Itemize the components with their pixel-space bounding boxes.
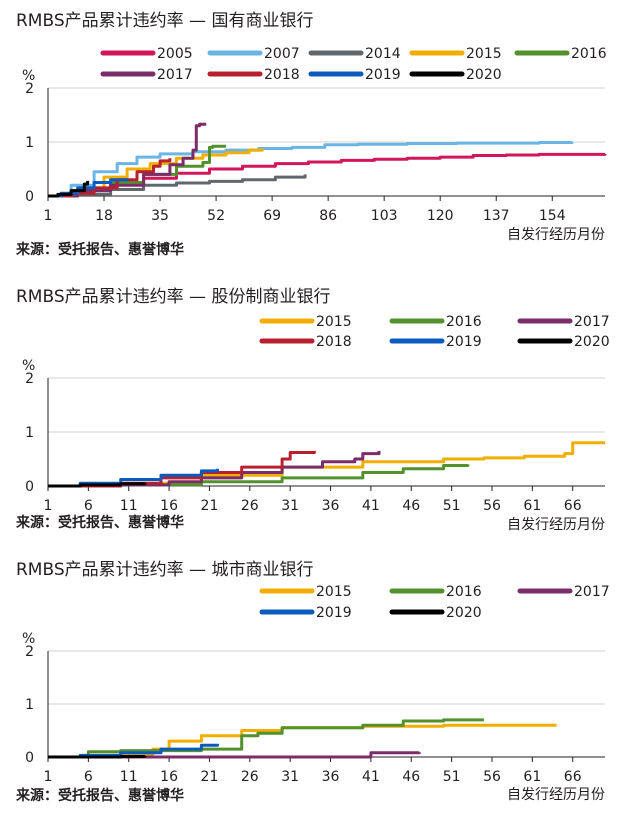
legend-label-2007: 2007 — [264, 46, 300, 62]
y-tick-label: 2 — [25, 371, 34, 387]
chart-title: RMBS产品累计违约率 — 股份制商业银行 — [16, 287, 331, 307]
x-tick-label: 21 — [201, 769, 219, 785]
series-line-2020 — [48, 482, 147, 488]
x-tick-label: 1 — [44, 769, 53, 785]
chart-source: 来源：受托报告、惠誉博华 — [16, 242, 184, 258]
legend-label-2018: 2018 — [264, 67, 300, 83]
legend-label-2020: 2020 — [466, 67, 502, 83]
x-tick-label: 52 — [207, 208, 225, 224]
legend-label-2020: 2020 — [446, 605, 482, 621]
x-tick-label: 36 — [322, 769, 340, 785]
legend-label-2019: 2019 — [446, 334, 482, 350]
legend-label-2014: 2014 — [365, 46, 401, 62]
y-tick-label: 1 — [25, 425, 34, 441]
x-tick-label: 51 — [443, 498, 461, 514]
y-tick-label: 0 — [25, 479, 34, 495]
x-tick-label: 11 — [120, 498, 138, 514]
legend-label-2019: 2019 — [316, 605, 352, 621]
legend-label-2017: 2017 — [574, 584, 610, 600]
x-tick-label: 41 — [362, 769, 380, 785]
chart-source: 来源：受托报告、惠誉博华 — [16, 788, 184, 804]
x-axis-label: 自发行经历月份 — [507, 787, 605, 803]
legend-label-2015: 2015 — [316, 314, 352, 330]
x-tick-label: 11 — [120, 769, 138, 785]
x-tick-label: 120 — [427, 208, 454, 224]
chart-city-commercial-banks: RMBS产品累计违约率 — 城市商业银行 2015 2016 2017 2019 202… — [0, 555, 629, 817]
legend-label-2020: 2020 — [574, 334, 610, 350]
x-axis-label: 自发行经历月份 — [507, 227, 605, 243]
legend-label-2016: 2016 — [571, 46, 607, 62]
series-line-2016 — [48, 718, 484, 759]
x-tick-label: 137 — [483, 208, 510, 224]
x-tick-label: 1 — [44, 498, 53, 514]
chart-state-owned-banks: RMBS产品累计违约率 — 国有商业银行 2005 2007 2014 2015 201… — [0, 6, 629, 268]
x-tick-label: 69 — [263, 208, 281, 224]
x-tick-label: 51 — [443, 769, 461, 785]
series-line-2020 — [48, 755, 147, 759]
x-tick-label: 6 — [84, 498, 93, 514]
y-tick-label: 0 — [25, 750, 34, 766]
x-tick-label: 35 — [151, 208, 169, 224]
x-tick-label: 154 — [539, 208, 566, 224]
x-tick-label: 46 — [402, 498, 420, 514]
x-tick-label: 31 — [281, 498, 299, 514]
legend-label-2019: 2019 — [365, 67, 401, 83]
x-tick-label: 26 — [241, 769, 259, 785]
x-tick-label: 26 — [241, 498, 259, 514]
series-line-2017 — [48, 450, 381, 488]
chart-title: RMBS产品累计违约率 — 城市商业银行 — [16, 560, 314, 580]
y-tick-label: 2 — [25, 81, 34, 97]
x-tick-label: 16 — [160, 769, 178, 785]
y-axis-label: % — [22, 358, 35, 374]
x-tick-label: 66 — [564, 769, 582, 785]
x-tick-label: 16 — [160, 498, 178, 514]
x-tick-label: 41 — [362, 498, 380, 514]
chart-joint-stock-banks: RMBS产品累计违约率 — 股份制商业银行 2015 2016 2017 2018 20… — [0, 282, 629, 544]
x-tick-label: 56 — [483, 769, 501, 785]
legend-label-2017: 2017 — [157, 67, 193, 83]
x-tick-label: 61 — [523, 498, 541, 514]
y-tick-label: 1 — [25, 135, 34, 151]
y-tick-label: 2 — [25, 644, 34, 660]
x-tick-label: 21 — [201, 498, 219, 514]
legend-label-2017: 2017 — [574, 314, 610, 330]
series-line-2014 — [48, 174, 307, 198]
x-tick-label: 46 — [402, 769, 420, 785]
x-axis-label: 自发行经历月份 — [507, 517, 605, 533]
legend-label-2015: 2015 — [316, 584, 352, 600]
x-tick-label: 86 — [319, 208, 337, 224]
x-tick-label: 61 — [523, 769, 541, 785]
x-tick-label: 1 — [44, 208, 53, 224]
y-axis-label: % — [22, 631, 35, 647]
y-tick-label: 0 — [25, 189, 34, 205]
legend-label-2018: 2018 — [316, 334, 352, 350]
series-line-2017 — [48, 751, 421, 759]
y-tick-label: 1 — [25, 697, 34, 713]
x-tick-label: 103 — [371, 208, 398, 224]
chart-title: RMBS产品累计违约率 — 国有商业银行 — [16, 11, 314, 31]
x-tick-label: 36 — [322, 498, 340, 514]
y-axis-label: % — [22, 68, 35, 84]
legend-label-2005: 2005 — [157, 46, 193, 62]
x-tick-label: 31 — [281, 769, 299, 785]
x-tick-label: 18 — [95, 208, 113, 224]
legend-label-2015: 2015 — [466, 46, 502, 62]
series-line-2020 — [48, 180, 90, 198]
series-line-2017 — [48, 122, 207, 198]
legend-label-2016: 2016 — [446, 584, 482, 600]
x-tick-label: 6 — [84, 769, 93, 785]
x-tick-label: 66 — [564, 498, 582, 514]
legend-label-2016: 2016 — [446, 314, 482, 330]
chart-source: 来源：受托报告、惠誉博华 — [16, 515, 184, 531]
x-tick-label: 56 — [483, 498, 501, 514]
